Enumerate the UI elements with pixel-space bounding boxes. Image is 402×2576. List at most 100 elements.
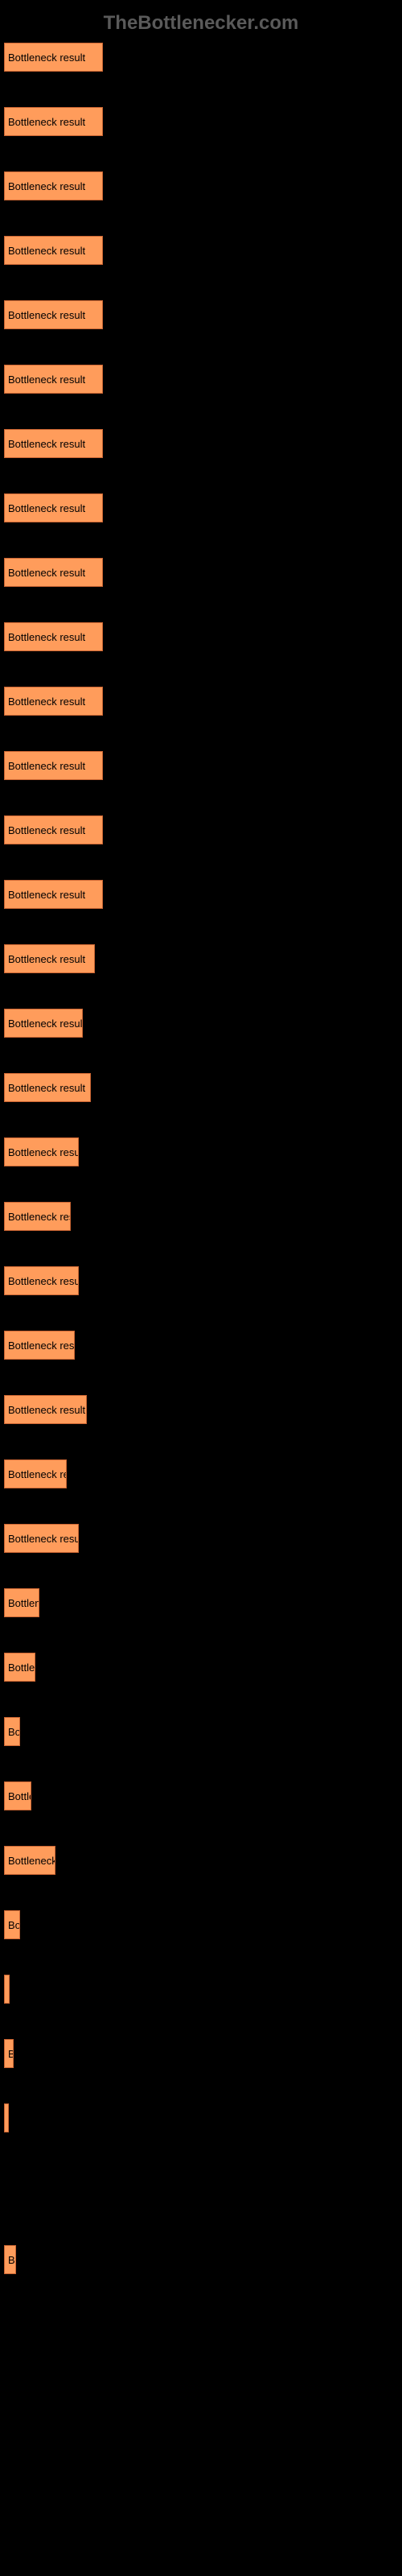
bar: Bottleneck result — [4, 300, 103, 329]
bar-row: Bottleneck result — [4, 880, 398, 909]
bar-row: Bottleneck result — [4, 1073, 398, 1102]
bar-label: Bottleneck result — [8, 1597, 39, 1609]
bar: Bottleneck result — [4, 2245, 16, 2274]
bar-row: Bottleneck result — [4, 1781, 398, 1810]
bar-label: Bottleneck result — [8, 2112, 9, 2124]
bar-label: Bottleneck result — [8, 1855, 55, 1867]
bar: Bottleneck result — [4, 1717, 20, 1746]
bar-row: Bottleneck result — [4, 1331, 398, 1360]
bar-label: Bottleneck result — [8, 567, 85, 579]
bar: Bottleneck result — [4, 429, 103, 458]
bar: Bottleneck result — [4, 236, 103, 265]
bar-row: Bottleneck result — [4, 300, 398, 329]
bar-label: Bottleneck result — [8, 1726, 20, 1738]
bar-label: Bottleneck result — [8, 1211, 71, 1223]
bar-row: Bottleneck result — [4, 1524, 398, 1553]
bar: Bottleneck result — [4, 1459, 67, 1488]
bar-label: Bottleneck result — [8, 1404, 85, 1416]
bar-row: Bottleneck result — [4, 1846, 398, 1875]
bar-row: Bottleneck result — [4, 2039, 398, 2068]
bar-label: Bottleneck result — [8, 1919, 20, 1931]
bar: Bottleneck result — [4, 1975, 10, 2004]
bar: Bottleneck result — [4, 1202, 71, 1231]
bar-row: Bottleneck result — [4, 1202, 398, 1231]
bar: Bottleneck result — [4, 1910, 20, 1939]
bar-row: Bottleneck result — [4, 236, 398, 265]
bar: Bottleneck result — [4, 171, 103, 200]
bar-row: Bottleneck result — [4, 687, 398, 716]
bar-row: Bottleneck result — [4, 1653, 398, 1682]
bar-row: Bottleneck result — [4, 493, 398, 522]
bar-label: Bottleneck result — [8, 760, 85, 772]
bar-row: Bottleneck result — [4, 944, 398, 973]
bar-row: Bottleneck result — [4, 107, 398, 136]
watermark-text: TheBottlenecker.com — [0, 0, 402, 43]
bar-row: Bottleneck result — [4, 43, 398, 72]
bar: Bottleneck result — [4, 2103, 9, 2132]
bar: Bottleneck result — [4, 1073, 91, 1102]
bar-row: Bottleneck result — [4, 622, 398, 651]
bar-row: Bottleneck result — [4, 171, 398, 200]
bar-label: Bottleneck result — [8, 374, 85, 386]
bar-label: Bottleneck result — [8, 1662, 35, 1674]
bar-label: Bottleneck result — [8, 309, 85, 321]
bar-label: Bottleneck result — [8, 1082, 85, 1094]
bar-label: Bottleneck result — [8, 1533, 79, 1545]
bar-row: Bottleneck result — [4, 558, 398, 587]
bar-row: Bottleneck result — [4, 1266, 398, 1295]
bar: Bottleneck result — [4, 1653, 35, 1682]
bar-label: Bottleneck result — [8, 1984, 10, 1996]
bar-label: Bottleneck result — [8, 1790, 31, 1802]
bar-label: Bottleneck result — [8, 824, 85, 836]
bar-label: Bottleneck result — [8, 631, 85, 643]
bar: Bottleneck result — [4, 1137, 79, 1166]
bar-label: Bottleneck result — [8, 180, 85, 192]
bar: Bottleneck result — [4, 1395, 87, 1424]
bar-row: Bottleneck result — [4, 751, 398, 780]
bar: Bottleneck result — [4, 1009, 83, 1038]
bar-label: Bottleneck result — [8, 438, 85, 450]
bar: Bottleneck result — [4, 558, 103, 587]
bar-row: Bottleneck result — [4, 429, 398, 458]
bar-row: Bottleneck result — [4, 2245, 398, 2274]
bar-label: Bottleneck result — [8, 1340, 75, 1352]
bar-row: Bottleneck result — [4, 2103, 398, 2132]
bar: Bottleneck result — [4, 1781, 31, 1810]
bar-row: Bottleneck result — [4, 815, 398, 844]
bar-label: Bottleneck result — [8, 953, 85, 965]
bar-row: Bottleneck result — [4, 1975, 398, 2004]
bar-label: Bottleneck result — [8, 1146, 79, 1158]
bar: Bottleneck result — [4, 687, 103, 716]
bar: Bottleneck result — [4, 1331, 75, 1360]
bar-row: Bottleneck result — [4, 1588, 398, 1617]
bar-label: Bottleneck result — [8, 245, 85, 257]
bar-row: Bottleneck result — [4, 1137, 398, 1166]
bar: Bottleneck result — [4, 493, 103, 522]
bar: Bottleneck result — [4, 815, 103, 844]
bar: Bottleneck result — [4, 751, 103, 780]
bar-label: Bottleneck result — [8, 889, 85, 901]
bar-label: Bottleneck result — [8, 2254, 16, 2266]
bar: Bottleneck result — [4, 365, 103, 394]
bar: Bottleneck result — [4, 1846, 55, 1875]
bar: Bottleneck result — [4, 622, 103, 651]
bar: Bottleneck result — [4, 880, 103, 909]
bar-row: Bottleneck result — [4, 1459, 398, 1488]
bar-label: Bottleneck result — [8, 2048, 14, 2060]
chart-container: Bottleneck result Bottleneck result Bottle… — [0, 43, 402, 2274]
bar-label: Bottleneck result — [8, 1468, 67, 1480]
bar: Bottleneck result — [4, 43, 103, 72]
bar-label: Bottleneck result — [8, 1018, 83, 1030]
bar-row: Bottleneck result — [4, 1910, 398, 1939]
bar-label: Bottleneck result — [8, 1275, 79, 1287]
bar-row: Bottleneck result — [4, 365, 398, 394]
bar-row: Bottleneck result — [4, 1009, 398, 1038]
bar-row: Bottleneck result — [4, 1395, 398, 1424]
bar-label: Bottleneck result — [8, 116, 85, 128]
bar-row: Bottleneck result — [4, 1717, 398, 1746]
bar: Bottleneck result — [4, 1524, 79, 1553]
bar-label: Bottleneck result — [8, 696, 85, 708]
bar-label: Bottleneck result — [8, 52, 85, 64]
bar: Bottleneck result — [4, 107, 103, 136]
bar-label: Bottleneck result — [8, 502, 85, 514]
